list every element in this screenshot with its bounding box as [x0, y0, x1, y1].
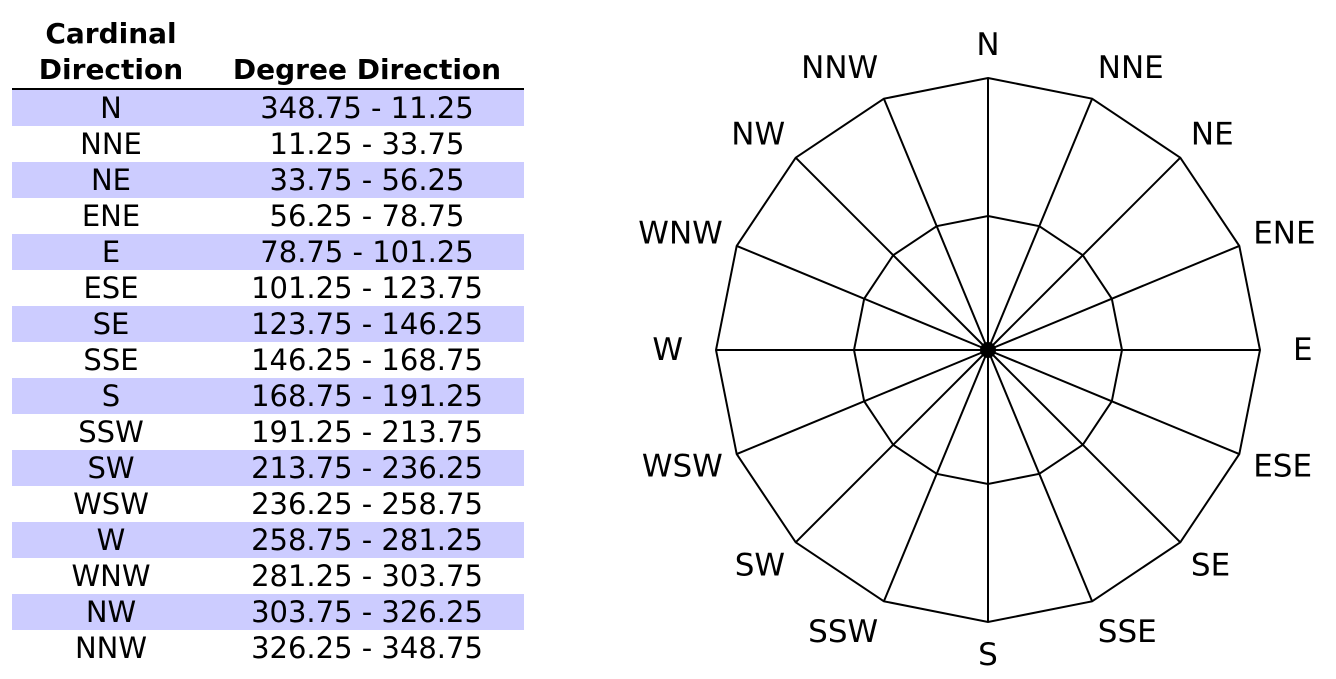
cardinal-cell: SSW — [78, 415, 144, 449]
table-row: SSE 146.25 - 168.75 — [12, 342, 524, 378]
table-row: ESE 101.25 - 123.75 — [12, 270, 524, 306]
compass-label-se: SE — [1191, 548, 1230, 584]
table-row: WSW 236.25 - 258.75 — [12, 486, 524, 522]
header-degree-direction: Degree Direction — [210, 16, 524, 90]
spoke-nnw — [882, 98, 989, 351]
degree-range-cell: 303.75 - 326.25 — [210, 594, 524, 630]
cardinal-cell: WNW — [71, 559, 151, 593]
spoke-ese — [987, 349, 1240, 456]
cardinal-cell: WSW — [73, 487, 149, 521]
table-row: S 168.75 - 191.25 — [12, 378, 524, 414]
degree-range-cell: 191.25 - 213.75 — [251, 415, 483, 449]
degree-range-cell: 101.25 - 123.75 — [251, 271, 483, 305]
degree-range-cell: 258.75 - 281.25 — [210, 522, 524, 558]
cardinal-cell: NNW — [74, 631, 148, 665]
cardinal-cell: NE — [12, 162, 210, 198]
spoke-nne — [987, 98, 1094, 351]
compass-label-w: W — [652, 332, 683, 368]
table-row: NW 303.75 - 326.25 — [12, 594, 524, 630]
cardinal-cell: N — [12, 89, 210, 126]
table-row: ENE 56.25 - 78.75 — [12, 198, 524, 234]
cardinal-cell: SW — [12, 450, 210, 486]
cardinal-cell: NW — [12, 594, 210, 630]
cardinal-cell: E — [12, 234, 210, 270]
cardinal-cell: S — [12, 378, 210, 414]
table-header-row: Cardinal Direction Degree Direction — [12, 16, 524, 90]
spoke-se — [987, 349, 1182, 544]
compass-label-sse: SSE — [1098, 614, 1157, 650]
compass-label-nne: NNE — [1098, 50, 1164, 86]
degree-range-cell: 146.25 - 168.75 — [251, 343, 483, 377]
degree-range-cell: 78.75 - 101.25 — [210, 234, 524, 270]
table-row: WNW 281.25 - 303.75 — [12, 558, 524, 594]
spoke-ne — [987, 156, 1182, 351]
compass-label-ese: ESE — [1253, 449, 1312, 485]
compass-label-n: N — [976, 27, 999, 63]
table-row: SW 213.75 - 236.25 — [12, 450, 524, 486]
degree-range-cell: 56.25 - 78.75 — [269, 199, 465, 233]
cardinal-cell: SE — [12, 306, 210, 342]
spoke-ene — [987, 244, 1240, 351]
center-dot — [980, 342, 996, 358]
table-row: E 78.75 - 101.25 — [12, 234, 524, 270]
degree-range-cell: 168.75 - 191.25 — [210, 378, 524, 414]
compass-label-ne: NE — [1191, 116, 1234, 152]
compass-label-nnw: NNW — [801, 50, 878, 86]
cardinal-cell: W — [12, 522, 210, 558]
compass-label-sw: SW — [735, 548, 785, 584]
degree-range-cell: 236.25 - 258.75 — [251, 487, 483, 521]
cardinal-cell: NNE — [80, 127, 142, 161]
spoke-sw — [794, 349, 989, 544]
header-cardinal-direction: Cardinal Direction — [12, 16, 210, 90]
degree-range-cell: 348.75 - 11.25 — [210, 89, 524, 126]
table-row: SSW 191.25 - 213.75 — [12, 414, 524, 450]
degree-range-cell: 11.25 - 33.75 — [269, 127, 465, 161]
compass-label-s: S — [978, 637, 998, 673]
degree-range-cell: 281.25 - 303.75 — [251, 559, 483, 593]
degree-range-cell: 33.75 - 56.25 — [210, 162, 524, 198]
table-row: NE 33.75 - 56.25 — [12, 162, 524, 198]
table-body: N 348.75 - 11.25 NNE 11.25 - 33.75 NE 33.75 -… — [12, 89, 524, 666]
spoke-sse — [987, 349, 1094, 602]
compass-label-wsw: WSW — [642, 449, 723, 485]
degree-range-cell: 326.25 - 348.75 — [251, 631, 483, 665]
table-row: W 258.75 - 281.25 — [12, 522, 524, 558]
cardinal-cell: SSE — [83, 343, 139, 377]
table-row: N 348.75 - 11.25 — [12, 89, 524, 126]
spoke-wnw — [736, 244, 989, 351]
cardinal-cell: ESE — [83, 271, 139, 305]
spoke-wsw — [736, 349, 989, 456]
cardinal-cell: ENE — [81, 199, 141, 233]
compass-label-ene: ENE — [1253, 215, 1315, 251]
compass-label-wnw: WNW — [638, 215, 723, 251]
compass-label-ssw: SSW — [808, 614, 878, 650]
spoke-nw — [794, 156, 989, 351]
direction-table: Cardinal Direction Degree Direction N 348… — [12, 16, 524, 666]
compass-label-nw: NW — [731, 116, 785, 152]
degree-range-cell: 123.75 - 146.25 — [210, 306, 524, 342]
table-row: NNE 11.25 - 33.75 — [12, 126, 524, 162]
degree-range-cell: 213.75 - 236.25 — [210, 450, 524, 486]
table-row: SE 123.75 - 146.25 — [12, 306, 524, 342]
spoke-ssw — [882, 349, 989, 602]
compass-label-e: E — [1293, 332, 1313, 368]
table-row: NNW 326.25 - 348.75 — [12, 630, 524, 666]
